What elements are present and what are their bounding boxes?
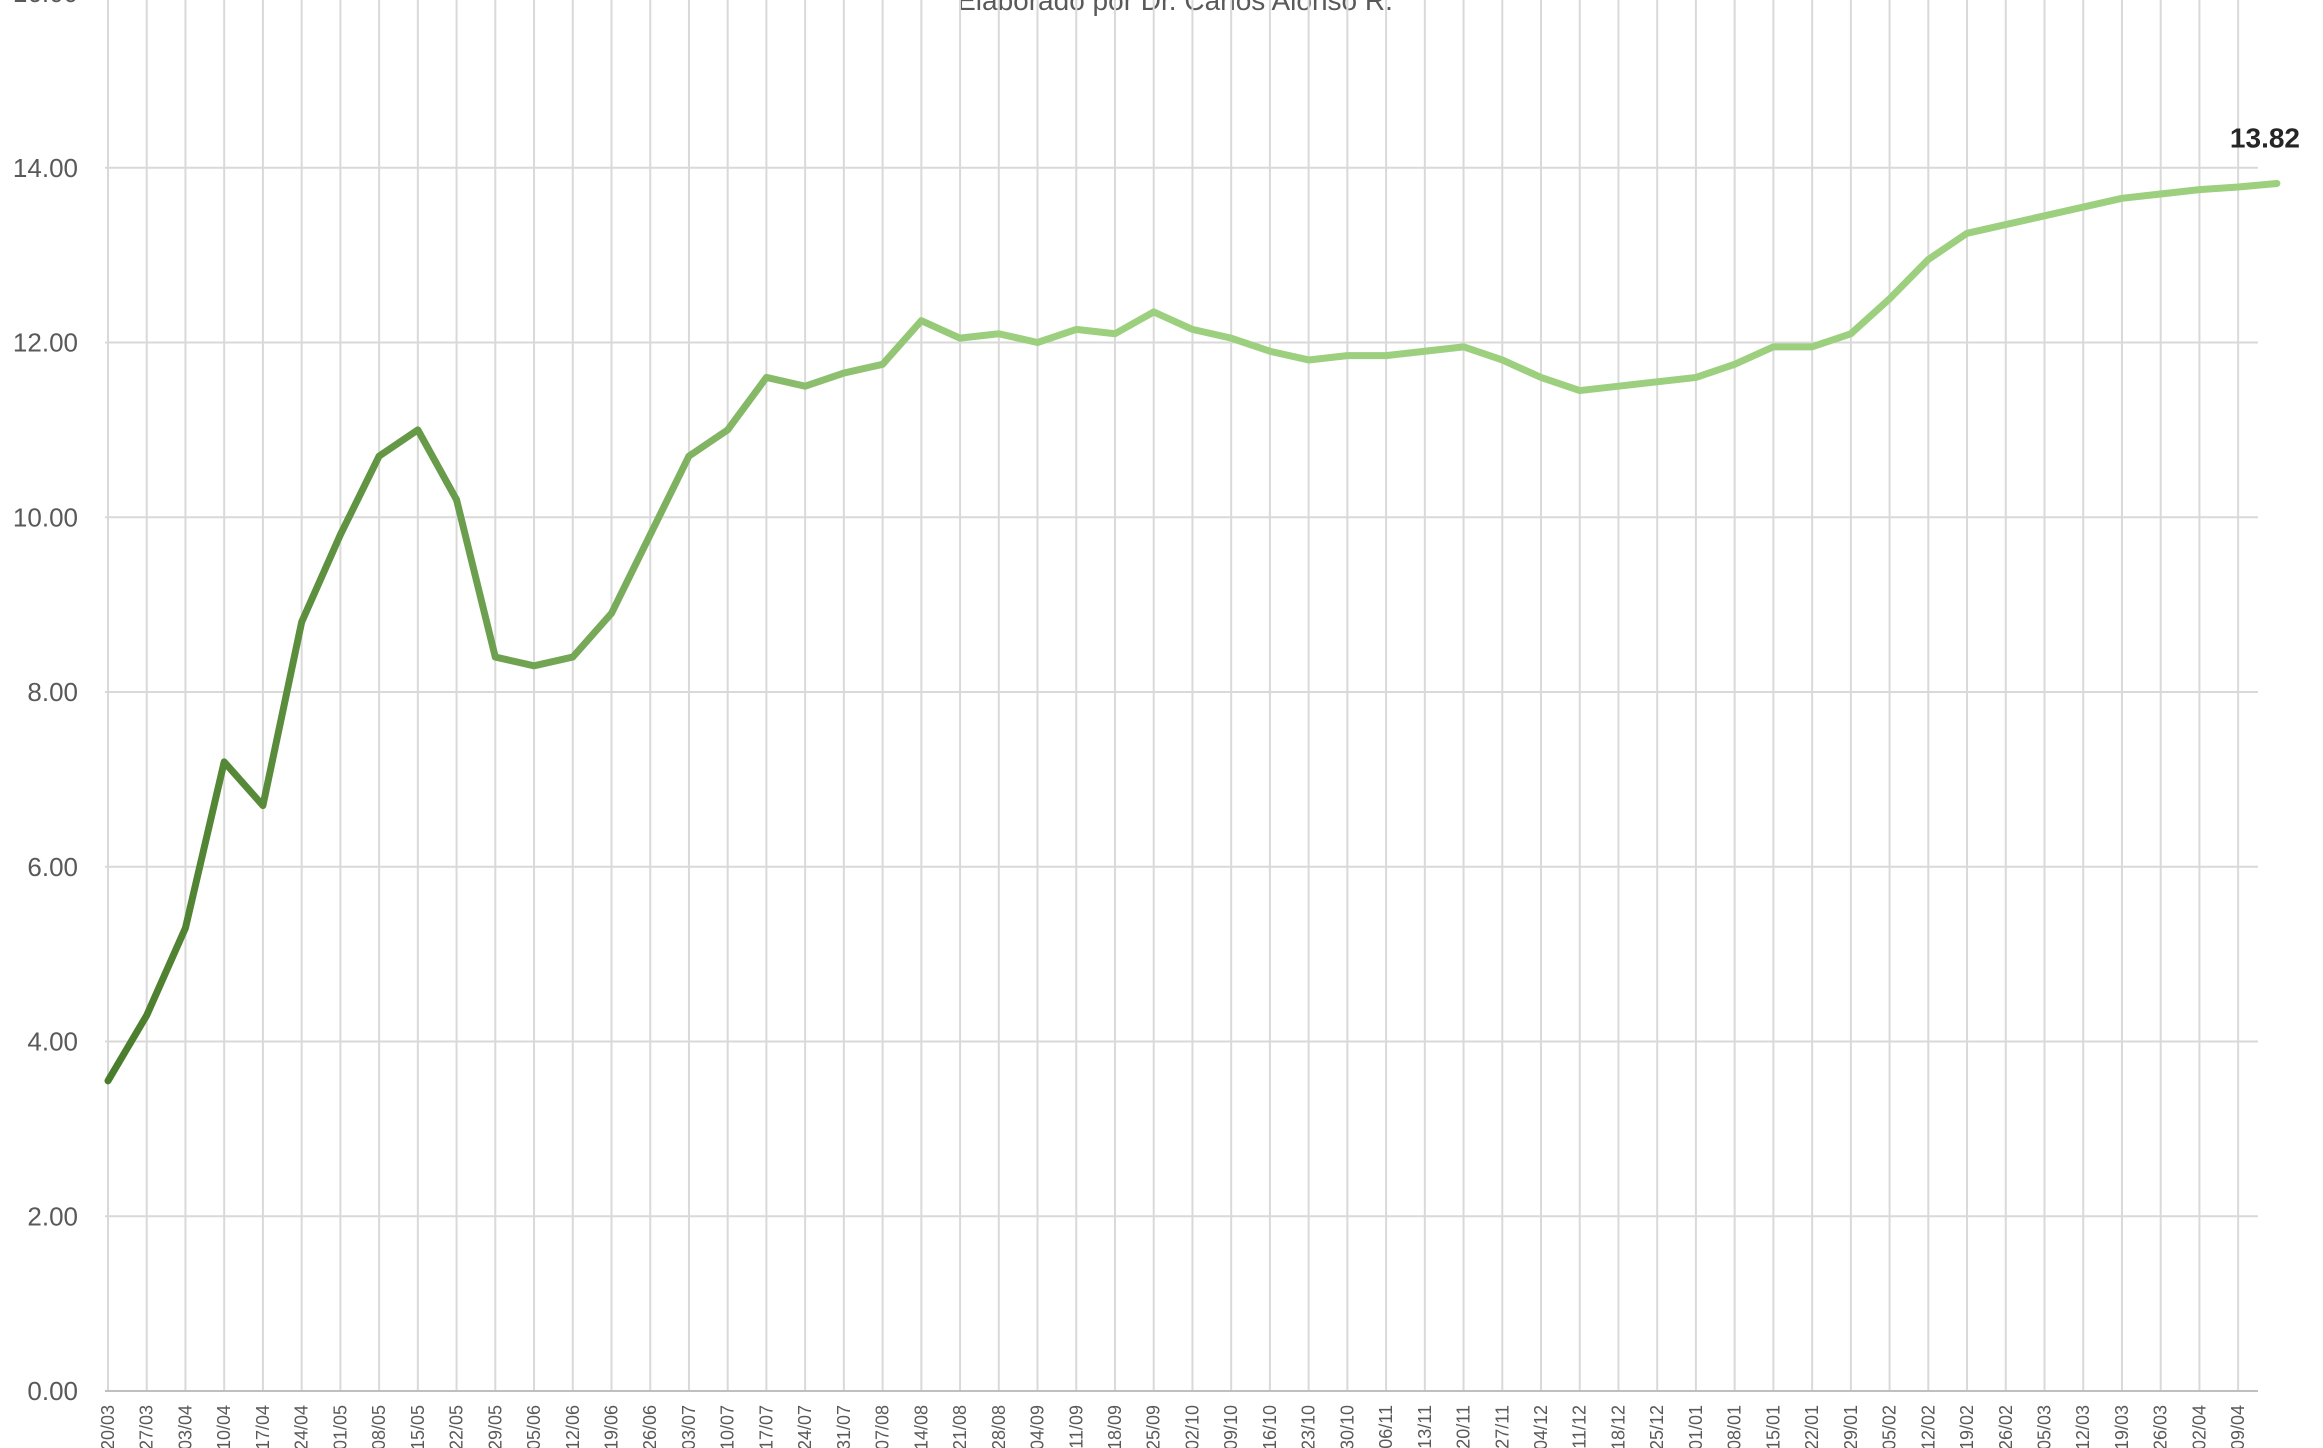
x-tick-label: 19/03 — [2112, 1405, 2132, 1448]
data-label: 13.82 — [2230, 122, 2300, 153]
x-tick-label: 17/04 — [253, 1405, 273, 1448]
x-tick-label: 01/01 — [1686, 1405, 1706, 1448]
x-tick-label: 20/11 — [1454, 1405, 1474, 1448]
y-tick-label: 14.00 — [13, 153, 78, 183]
x-tick-label: 15/01 — [1763, 1405, 1783, 1448]
x-tick-label: 09/10 — [1221, 1405, 1241, 1448]
x-tick-label: 08/01 — [1725, 1405, 1745, 1448]
x-tick-label: 07/08 — [873, 1405, 893, 1448]
x-tick-label: 02/10 — [1182, 1405, 1202, 1448]
x-tick-label: 08/05 — [369, 1405, 389, 1448]
x-tick-label: 01/05 — [330, 1405, 350, 1448]
x-tick-label: 04/12 — [1531, 1405, 1551, 1448]
x-tick-label: 05/03 — [2035, 1405, 2055, 1448]
x-tick-label: 10/04 — [214, 1405, 234, 1448]
x-tick-label: 16/10 — [1260, 1405, 1280, 1448]
x-tick-label: 21/08 — [950, 1405, 970, 1448]
x-tick-label: 04/09 — [1028, 1405, 1048, 1448]
x-tick-label: 12/02 — [1918, 1405, 1938, 1448]
x-tick-label: 24/07 — [795, 1405, 815, 1448]
x-tick-label: 12/06 — [563, 1405, 583, 1448]
x-tick-label: 27/11 — [1492, 1405, 1512, 1448]
x-tick-label: 09/04 — [2228, 1405, 2248, 1448]
y-tick-label: 0.00 — [27, 1376, 78, 1406]
x-tick-label: 29/05 — [485, 1405, 505, 1448]
x-tick-label: 14/08 — [911, 1405, 931, 1448]
y-tick-label: 12.00 — [13, 328, 78, 358]
y-tick-label: 16.00 — [13, 0, 78, 8]
x-tick-label: 03/07 — [679, 1405, 699, 1448]
x-tick-label: 06/11 — [1376, 1405, 1396, 1448]
line — [104, 179, 2281, 1085]
x-tick-label: 05/02 — [1880, 1405, 1900, 1448]
x-tick-label: 26/03 — [2151, 1405, 2171, 1448]
x-tick-label: 31/07 — [834, 1405, 854, 1448]
x-tick-label: 29/01 — [1841, 1405, 1861, 1448]
x-tick-label: 25/09 — [1144, 1405, 1164, 1448]
y-tick-label: 4.00 — [27, 1027, 78, 1057]
x-tick-label: 23/10 — [1299, 1405, 1319, 1448]
x-tick-label: 18/09 — [1105, 1405, 1125, 1448]
y-tick-label: 10.00 — [13, 502, 78, 532]
x-tick-label: 22/01 — [1802, 1405, 1822, 1448]
x-tick-label: 19/06 — [601, 1405, 621, 1448]
x-tick-label: 11/12 — [1570, 1405, 1590, 1448]
x-tick-label: 13/11 — [1415, 1405, 1435, 1448]
x-tick-label: 18/12 — [1608, 1405, 1628, 1448]
x-tick-label: 05/06 — [524, 1405, 544, 1448]
x-tick-label: 17/07 — [756, 1405, 776, 1448]
x-tick-label: 15/05 — [408, 1405, 428, 1448]
x-tick-label: 22/05 — [447, 1405, 467, 1448]
x-tick-label: 26/02 — [1996, 1405, 2016, 1448]
x-tick-label: 02/04 — [2189, 1405, 2209, 1448]
y-tick-label: 8.00 — [27, 677, 78, 707]
x-tick-label: 11/09 — [1066, 1405, 1086, 1448]
x-tick-label: 27/03 — [137, 1405, 157, 1448]
x-tick-label: 20/03 — [98, 1405, 118, 1448]
x-tick-label: 28/08 — [989, 1405, 1009, 1448]
x-tick-label: 12/03 — [2073, 1405, 2093, 1448]
y-tick-label: 2.00 — [27, 1201, 78, 1231]
x-tick-label: 24/04 — [292, 1405, 312, 1448]
x-tick-label: 25/12 — [1647, 1405, 1667, 1448]
y-tick-label: 6.00 — [27, 852, 78, 882]
x-tick-label: 03/04 — [175, 1405, 195, 1448]
x-tick-label: 26/06 — [640, 1405, 660, 1448]
chart-subtitle: Elaborado por Dr. Carlos Alonso R. — [957, 0, 1393, 16]
x-tick-label: 30/10 — [1337, 1405, 1357, 1448]
x-tick-label: 10/07 — [718, 1405, 738, 1448]
x-tick-label: 19/02 — [1957, 1405, 1977, 1448]
